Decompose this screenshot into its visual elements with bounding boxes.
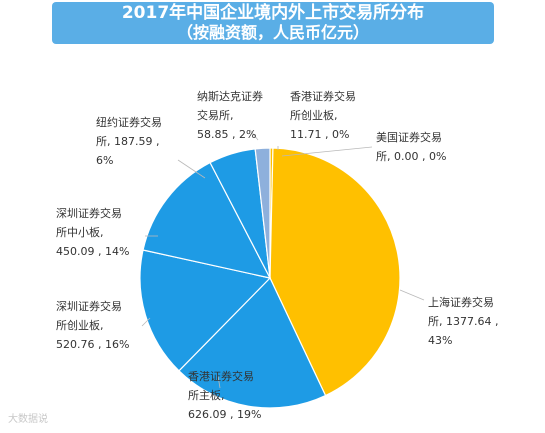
pie-slice: [178, 276, 327, 409]
slice-label-line: 上海证券交易: [428, 295, 494, 309]
slice-label: 上海证券交易所, 1377.64 , 43%: [428, 295, 498, 347]
slice-label-line: 深圳证券交易: [56, 206, 122, 220]
slice-label-line: 香港证券交易: [188, 369, 254, 383]
slice-label-line: 626.09 , 19%: [188, 408, 261, 421]
slice-label-line: 纽约证券交易: [96, 115, 162, 129]
pie-slice: [139, 249, 272, 372]
slice-label-line: 所创业板,: [290, 108, 338, 122]
slice-label-line: 58.85 , 2%: [197, 128, 256, 141]
leader-line: [177, 159, 206, 179]
slice-label-line: 纳斯达克证券: [197, 89, 263, 103]
slice-label: 深圳证券交易所中小板, 450.09 , 14%: [56, 206, 129, 258]
slice-label-line: 6%: [96, 154, 113, 167]
slice-label: 深圳证券交易所创业板, 520.76 , 16%: [56, 299, 129, 351]
chart-title: 2017年中国企业境内外上市交易所分布: [121, 3, 425, 23]
pie-slice: [254, 147, 271, 279]
leader-line: [249, 129, 259, 141]
pie-slice: [269, 147, 401, 397]
slice-label-line: 美国证券交易: [376, 130, 442, 144]
slice-label: 纳斯达克证券交易所, 58.85 , 2%: [197, 89, 263, 141]
slice-label-line: 香港证券交易: [290, 89, 356, 103]
chart-subtitle: （按融资额，人民币亿元）: [176, 23, 369, 42]
leader-line: [281, 146, 373, 157]
pie-slice: [142, 161, 272, 279]
slice-label: 香港证券交易所主板, 626.09 , 19%: [188, 369, 261, 421]
slice-label-line: 交易所,: [197, 108, 234, 122]
slice-label: 美国证券交易所, 0.00 , 0%: [376, 130, 446, 163]
watermark: 大数据说: [8, 414, 48, 425]
slice-label-line: 所, 187.59 ,: [96, 135, 159, 148]
leader-line: [399, 289, 425, 301]
chart-title-banner: 2017年中国企业境内外上市交易所分布 （按融资额，人民币亿元）: [52, 2, 494, 44]
slice-label-line: 所, 1377.64 ,: [428, 315, 498, 328]
leader-line: [141, 317, 151, 327]
slice-label: 香港证券交易所创业板, 11.71 , 0%: [290, 89, 356, 141]
leader-line: [217, 375, 221, 389]
slice-label-line: 450.09 , 14%: [56, 245, 129, 258]
slice-label-line: 所中小板,: [56, 225, 104, 239]
slice-label-line: 43%: [428, 334, 452, 347]
slice-label-line: 所, 0.00 , 0%: [376, 150, 446, 163]
slice-label-line: 所主板,: [188, 388, 225, 402]
slice-label-line: 所创业板,: [56, 318, 104, 332]
slice-label-line: 520.76 , 16%: [56, 338, 129, 351]
slice-label: 纽约证券交易所, 187.59 , 6%: [96, 115, 162, 167]
slice-label-line: 11.71 , 0%: [290, 128, 349, 141]
slice-label-line: 深圳证券交易: [56, 299, 122, 313]
